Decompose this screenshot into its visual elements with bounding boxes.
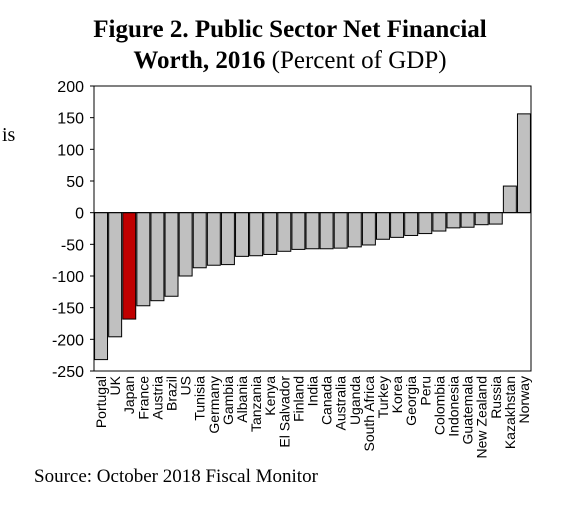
- bar-uganda: [347, 212, 362, 248]
- bar-germany: [206, 212, 221, 266]
- bar-australia: [333, 212, 348, 249]
- bar-south-africa: [361, 212, 376, 246]
- y-tick-label: -150: [52, 301, 84, 318]
- bar-peru: [418, 212, 433, 235]
- category-label: Indonesia: [445, 376, 461, 437]
- bar-france: [136, 212, 151, 307]
- category-label: Uganda: [347, 376, 363, 425]
- category-label: Japan: [121, 376, 137, 414]
- y-tick-label: 150: [57, 111, 84, 128]
- y-tick-label: 200: [57, 79, 84, 96]
- y-tick-label: 0: [75, 206, 84, 223]
- category-label: Australia: [333, 376, 349, 431]
- y-tick-label: -100: [52, 269, 84, 286]
- bar-canada: [319, 212, 334, 250]
- category-label: UK: [107, 375, 123, 395]
- title-line-2: Worth, 2016: [133, 47, 266, 74]
- category-label: Russia: [488, 376, 504, 419]
- category-label: Kenya: [262, 376, 278, 416]
- category-label: Georgia: [403, 376, 419, 426]
- bar-uk: [108, 212, 123, 338]
- bar-colombia: [432, 212, 447, 232]
- source-note: Source: October 2018 Fiscal Monitor: [34, 466, 318, 487]
- bar-tanzania: [249, 212, 264, 257]
- category-label: France: [135, 376, 151, 420]
- bar-el-salvador: [277, 212, 292, 252]
- category-label: Kazakhstan: [502, 376, 518, 449]
- category-label: Colombia: [431, 376, 447, 435]
- bar-new-zealand: [474, 212, 489, 226]
- category-label: Norway: [516, 376, 532, 423]
- category-label: Turkey: [375, 376, 391, 418]
- y-tick-label: -200: [52, 332, 84, 349]
- y-tick-label: -50: [61, 237, 84, 254]
- category-label: Peru: [417, 376, 433, 406]
- bar-guatemala: [460, 212, 475, 228]
- bar-tunisia: [192, 212, 207, 269]
- bar-turkey: [375, 212, 390, 240]
- category-label: Tanzania: [248, 376, 264, 432]
- bar-us: [178, 212, 193, 277]
- bar-kazakhstan: [502, 185, 517, 214]
- category-label: India: [305, 376, 321, 407]
- bar-india: [305, 212, 320, 250]
- bar-gambia: [220, 212, 235, 266]
- bar-albania: [235, 212, 250, 257]
- category-label: Portugal: [93, 376, 109, 428]
- bar-georgia: [404, 212, 419, 236]
- bar-korea: [390, 212, 405, 238]
- bar-russia: [488, 212, 503, 225]
- category-label: US: [178, 376, 194, 395]
- category-label: El Salvador: [276, 376, 292, 448]
- bar-portugal: [94, 212, 109, 361]
- title-line-1: Figure 2. Public Sector Net Financial: [93, 16, 487, 43]
- category-label: Canada: [319, 376, 335, 425]
- category-label: Finland: [290, 376, 306, 422]
- category-label: Tunisia: [192, 376, 208, 421]
- bar-norway: [516, 113, 531, 214]
- category-label: Guatemala: [460, 376, 476, 445]
- bar-finland: [291, 212, 306, 250]
- chart-title: Figure 2. Public Sector Net Financial Wo…: [40, 14, 540, 76]
- category-label: Gambia: [220, 376, 236, 425]
- bar-brazil: [164, 212, 179, 297]
- stray-text: is: [2, 124, 16, 146]
- category-label: Korea: [389, 376, 405, 414]
- category-label: Germany: [206, 376, 222, 434]
- title-units: (Percent of GDP): [265, 47, 447, 74]
- plot-frame: [93, 85, 532, 372]
- category-label: New Zealand: [474, 376, 490, 459]
- category-label: Austria: [149, 376, 165, 420]
- bar-indonesia: [446, 212, 461, 229]
- category-label: Albania: [234, 376, 250, 423]
- bar-kenya: [263, 212, 278, 255]
- y-tick-label: 50: [66, 174, 84, 191]
- y-tick-label: 100: [57, 142, 84, 159]
- y-tick-label: -250: [52, 364, 84, 381]
- category-label: Brazil: [164, 376, 180, 411]
- category-label: South Africa: [361, 376, 377, 452]
- bar-austria: [150, 212, 165, 302]
- bar-japan: [122, 212, 137, 320]
